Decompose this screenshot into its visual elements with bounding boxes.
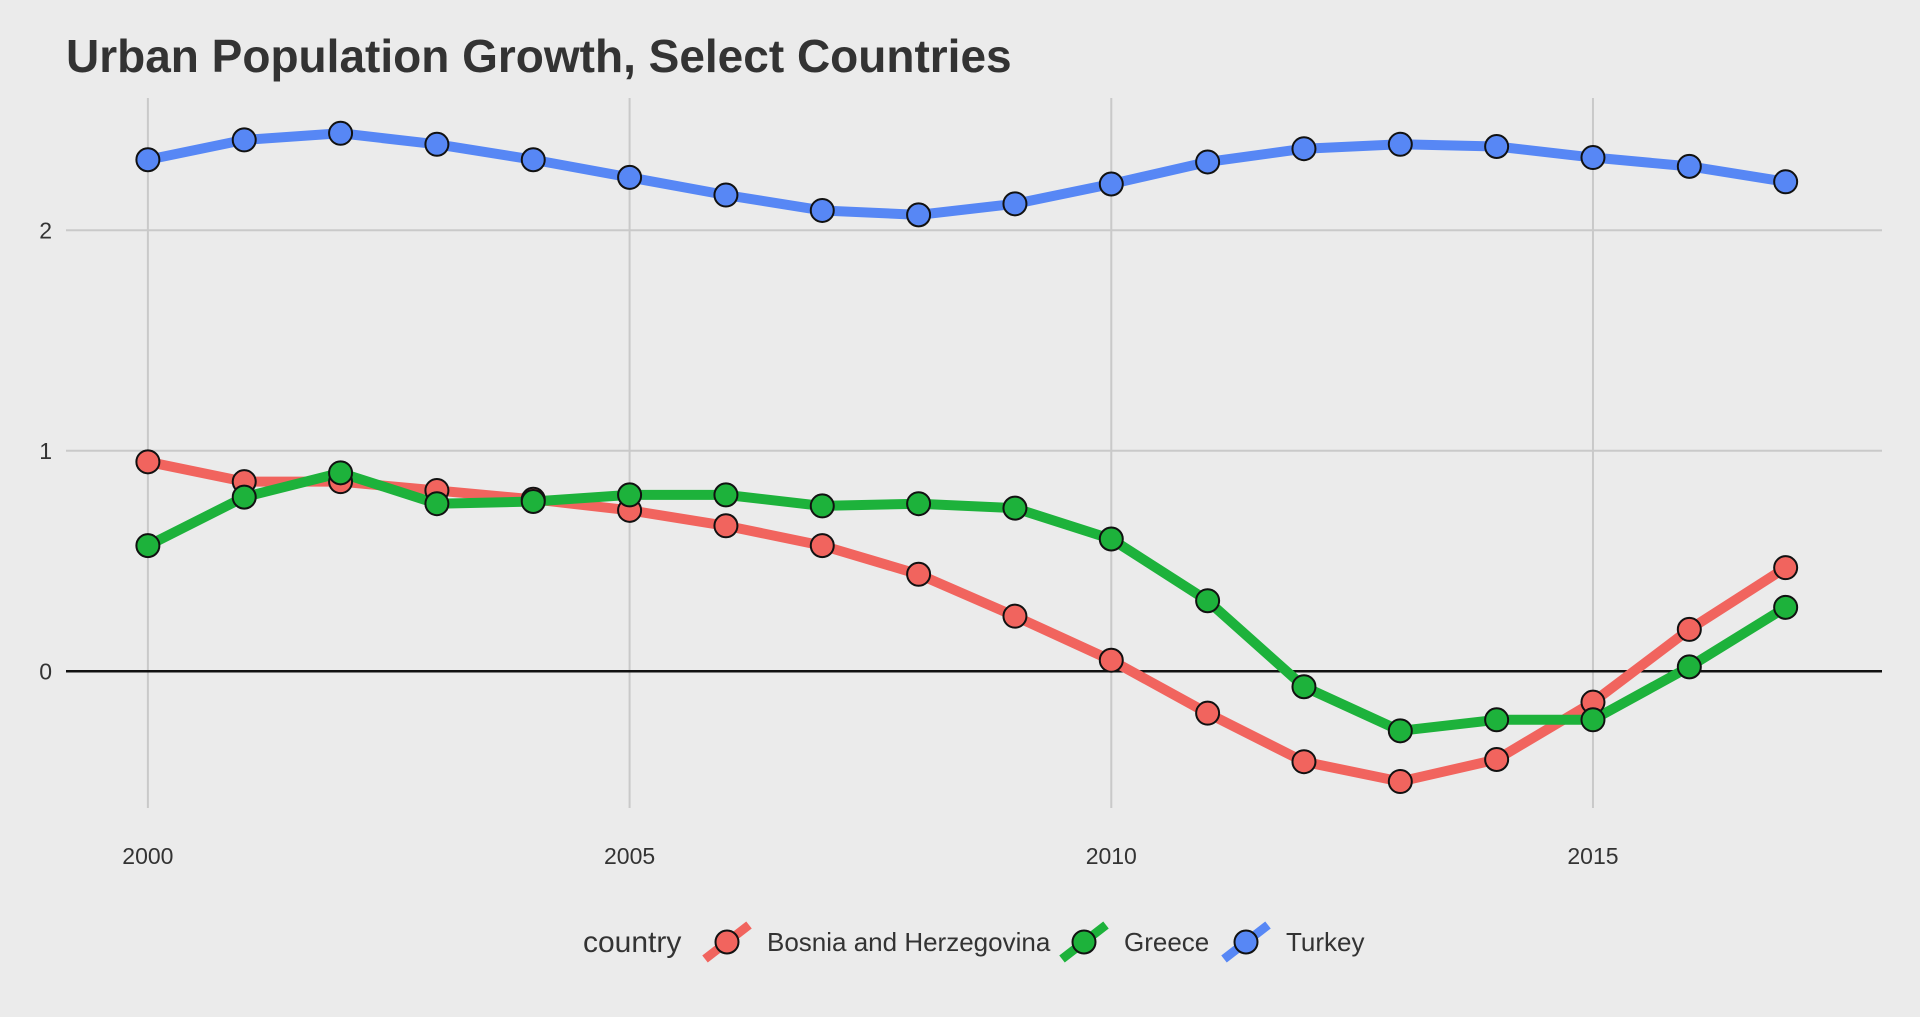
data-point <box>1195 588 1221 614</box>
x-tick-label: 2010 <box>1086 843 1137 869</box>
data-point <box>328 460 354 486</box>
data-point <box>1580 707 1606 733</box>
data-point <box>906 202 932 228</box>
data-point <box>906 561 932 587</box>
series-line-0 <box>146 456 1789 787</box>
legend-key <box>1221 921 1271 963</box>
data-point <box>1773 594 1799 620</box>
data-point <box>1773 555 1799 581</box>
grid-lines <box>66 98 1882 808</box>
x-tick-label: 2015 <box>1567 843 1618 869</box>
data-point <box>135 533 161 559</box>
data-point <box>1002 603 1028 629</box>
x-tick-label: 2005 <box>604 843 655 869</box>
series-points <box>135 120 1799 795</box>
data-point <box>1098 526 1124 552</box>
data-point <box>135 147 161 173</box>
data-point <box>424 131 450 157</box>
data-point <box>1002 191 1028 217</box>
data-point <box>231 484 257 510</box>
legend-key-point <box>1071 929 1097 955</box>
data-point <box>617 164 643 190</box>
data-point <box>1676 654 1702 680</box>
data-point <box>1195 149 1221 175</box>
data-point <box>1387 718 1413 744</box>
series-line-1 <box>145 467 1789 736</box>
y-tick-label: 2 <box>39 217 52 243</box>
legend-label: Greece <box>1124 927 1209 957</box>
data-point <box>1291 749 1317 775</box>
y-tick-label: 1 <box>39 438 52 464</box>
y-tick-label: 0 <box>39 658 52 684</box>
data-point <box>713 182 739 208</box>
data-point <box>906 491 932 517</box>
legend: country Bosnia and Herzegovina Greece Turke… <box>583 921 1365 963</box>
legend-title: country <box>583 926 681 959</box>
axis-tick-labels: 2000 2005 2010 2015 0 1 2 <box>39 217 1618 869</box>
legend-key-point <box>1233 929 1259 955</box>
data-point <box>1002 495 1028 521</box>
legend-key-point <box>714 929 740 955</box>
data-point <box>1484 707 1510 733</box>
data-point <box>1580 145 1606 171</box>
legend-label: Turkey <box>1286 927 1365 957</box>
data-point <box>1291 674 1317 700</box>
data-point <box>1387 131 1413 157</box>
data-point <box>1387 769 1413 795</box>
data-point <box>809 533 835 559</box>
data-point <box>1291 136 1317 162</box>
data-point <box>809 197 835 223</box>
data-point <box>135 449 161 475</box>
legend-key <box>1059 921 1109 963</box>
data-point <box>713 482 739 508</box>
data-point <box>328 120 354 146</box>
data-point <box>1676 616 1702 642</box>
x-tick-label: 2000 <box>122 843 173 869</box>
series-line-2 <box>146 128 1787 220</box>
series-lines <box>145 128 1789 787</box>
data-point <box>1098 171 1124 197</box>
legend-label: Bosnia and Herzegovina <box>767 927 1051 957</box>
data-point <box>809 493 835 519</box>
data-point <box>424 491 450 517</box>
data-point <box>1484 746 1510 772</box>
data-point <box>1676 153 1702 179</box>
data-point <box>520 489 546 515</box>
data-point <box>1773 169 1799 195</box>
data-point <box>1195 700 1221 726</box>
legend-key <box>702 921 752 963</box>
data-point <box>1098 647 1124 673</box>
data-point <box>231 127 257 153</box>
data-point <box>713 513 739 539</box>
data-point <box>520 147 546 173</box>
data-point <box>1484 134 1510 160</box>
chart-title: Urban Population Growth, Select Countrie… <box>66 30 1012 82</box>
data-point <box>617 482 643 508</box>
